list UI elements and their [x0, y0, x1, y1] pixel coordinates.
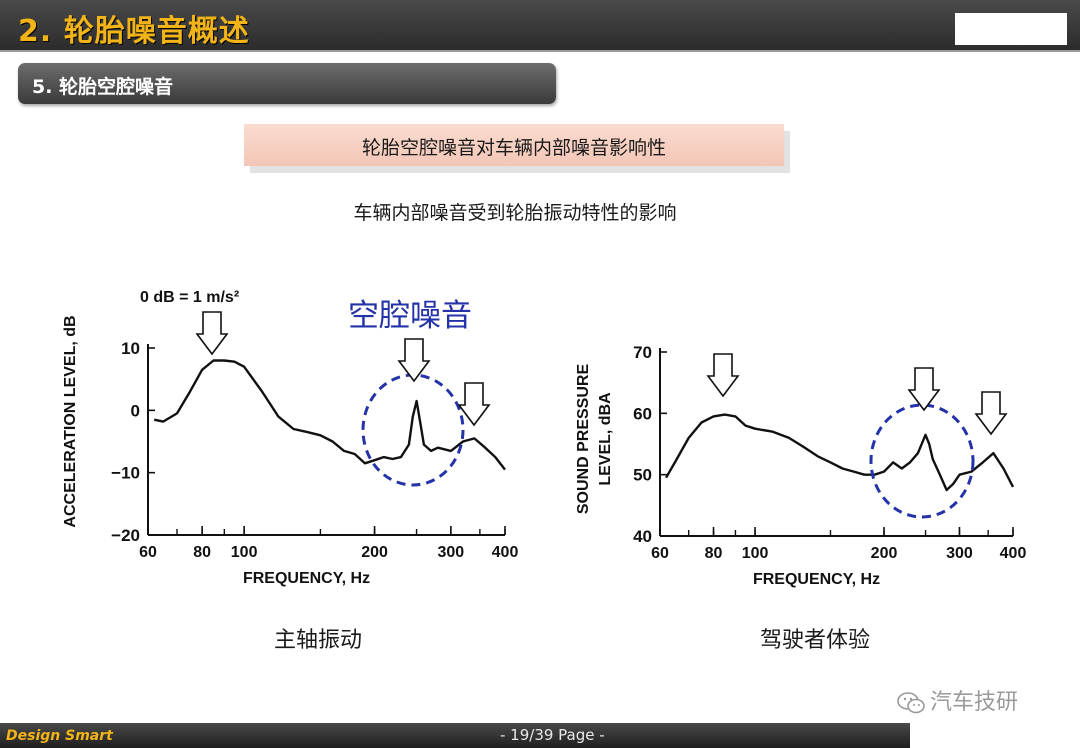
caption-left: 主轴振动 — [274, 628, 363, 653]
y-tick-label: −10 — [111, 464, 140, 483]
x-tick-label: 300 — [946, 545, 973, 562]
page-number: - 19/39 Page - — [500, 726, 605, 744]
y-tick-label: 70 — [633, 343, 652, 362]
wechat-icon — [897, 692, 925, 714]
y-tick-label: 40 — [633, 527, 652, 546]
section-title-bar: 5. 轮胎空腔噪音 — [18, 63, 556, 104]
y-axis-label-line1: SOUND PRESSURE — [575, 364, 592, 515]
footer-bar: Design Smart - 19/39 Page - — [0, 723, 1080, 748]
y-tick-label: 60 — [633, 404, 652, 423]
caption-right: 驾驶者体验 — [760, 628, 871, 653]
peak-arrow — [907, 367, 941, 412]
x-tick-label: 400 — [1000, 545, 1027, 562]
callout-text: 轮胎空腔噪音对车辆内部噪音影响性 — [361, 137, 666, 159]
y-tick-label: 10 — [121, 339, 140, 358]
watermark: 汽车技研 — [896, 684, 1018, 716]
footer-blank-area — [910, 723, 1080, 748]
y-axis-label: ACCELERATION LEVEL, dB — [62, 315, 79, 527]
x-axis-label: FREQUENCY, Hz — [753, 571, 880, 588]
y-axis-label: SOUND PRESSURE LEVEL, dBA — [575, 364, 614, 515]
watermark-text: 汽车技研 — [930, 690, 1019, 715]
peak-arrow — [457, 382, 491, 427]
y-tick-label: −20 — [111, 526, 140, 545]
header-bar: 2. 轮胎噪音概述 — [0, 0, 1080, 50]
logo-placeholder — [955, 13, 1067, 45]
peak-arrow — [195, 311, 229, 356]
peak-arrow — [397, 338, 431, 383]
y-axis-label-line2: LEVEL, dBA — [597, 392, 614, 486]
x-tick-label: 400 — [492, 544, 519, 561]
peak-arrow — [974, 391, 1008, 436]
x-axis-label: FREQUENCY, Hz — [243, 570, 370, 587]
callout-box: 轮胎空腔噪音对车辆内部噪音影响性 — [244, 124, 784, 166]
series-line — [665, 413, 1015, 492]
cavity-noise-label: 空腔噪音 — [348, 298, 472, 334]
description-text: 车辆内部噪音受到轮胎振动特性的影响 — [353, 202, 677, 224]
header-divider — [0, 50, 1080, 52]
section-title: 5. 轮胎空腔噪音 — [32, 76, 174, 98]
cavity-highlight-circle — [869, 403, 975, 519]
x-tick-label: 100 — [742, 545, 769, 562]
x-tick-label: 80 — [705, 545, 723, 562]
page-title: 2. 轮胎噪音概述 — [18, 14, 250, 49]
x-tick-label: 60 — [651, 545, 669, 562]
x-tick-label: 100 — [231, 544, 258, 561]
series-line — [153, 359, 506, 471]
y-tick-label: 50 — [633, 466, 652, 485]
x-tick-label: 300 — [438, 544, 465, 561]
cavity-highlight-circle — [361, 373, 465, 487]
x-tick-label: 80 — [193, 544, 211, 561]
x-tick-label: 200 — [871, 545, 898, 562]
reference-label: 0 dB = 1 m/s² — [140, 289, 239, 306]
peak-arrow — [706, 353, 740, 398]
y-tick-label: 0 — [131, 401, 140, 420]
x-tick-label: 60 — [139, 544, 157, 561]
footer-brand: Design Smart — [6, 728, 113, 744]
x-tick-label: 200 — [361, 544, 388, 561]
